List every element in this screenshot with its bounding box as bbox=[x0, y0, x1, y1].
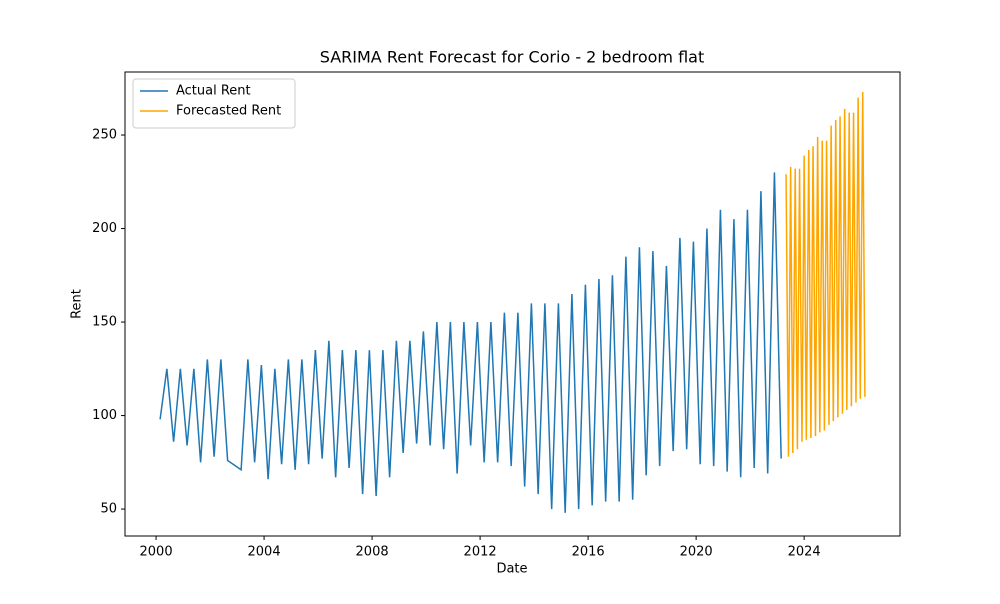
legend-box bbox=[132, 78, 296, 129]
plot-frame bbox=[124, 71, 901, 537]
y-axis-label: Rent bbox=[70, 289, 85, 319]
y-tick-label: 50 bbox=[100, 502, 117, 517]
x-tick-label: 2012 bbox=[464, 545, 497, 560]
data-line bbox=[159, 172, 782, 513]
legend-label: Actual Rent bbox=[176, 84, 251, 99]
x-tick-label: 2024 bbox=[788, 545, 821, 560]
x-tick-label: 2004 bbox=[248, 545, 281, 560]
data-line bbox=[785, 92, 866, 457]
x-axis-label: Date bbox=[496, 562, 527, 577]
chart-title: SARIMA Rent Forecast for Corio - 2 bedro… bbox=[320, 48, 704, 67]
y-tick-label: 150 bbox=[92, 315, 117, 330]
x-tick-label: 2000 bbox=[140, 545, 173, 560]
x-tick-label: 2016 bbox=[572, 545, 605, 560]
y-tick-label: 100 bbox=[92, 408, 117, 423]
x-tick-label: 2020 bbox=[680, 545, 713, 560]
x-tick-label: 2008 bbox=[356, 545, 389, 560]
y-tick-label: 200 bbox=[92, 221, 117, 236]
legend-label: Forecasted Rent bbox=[176, 104, 281, 119]
y-tick-label: 250 bbox=[92, 128, 117, 143]
